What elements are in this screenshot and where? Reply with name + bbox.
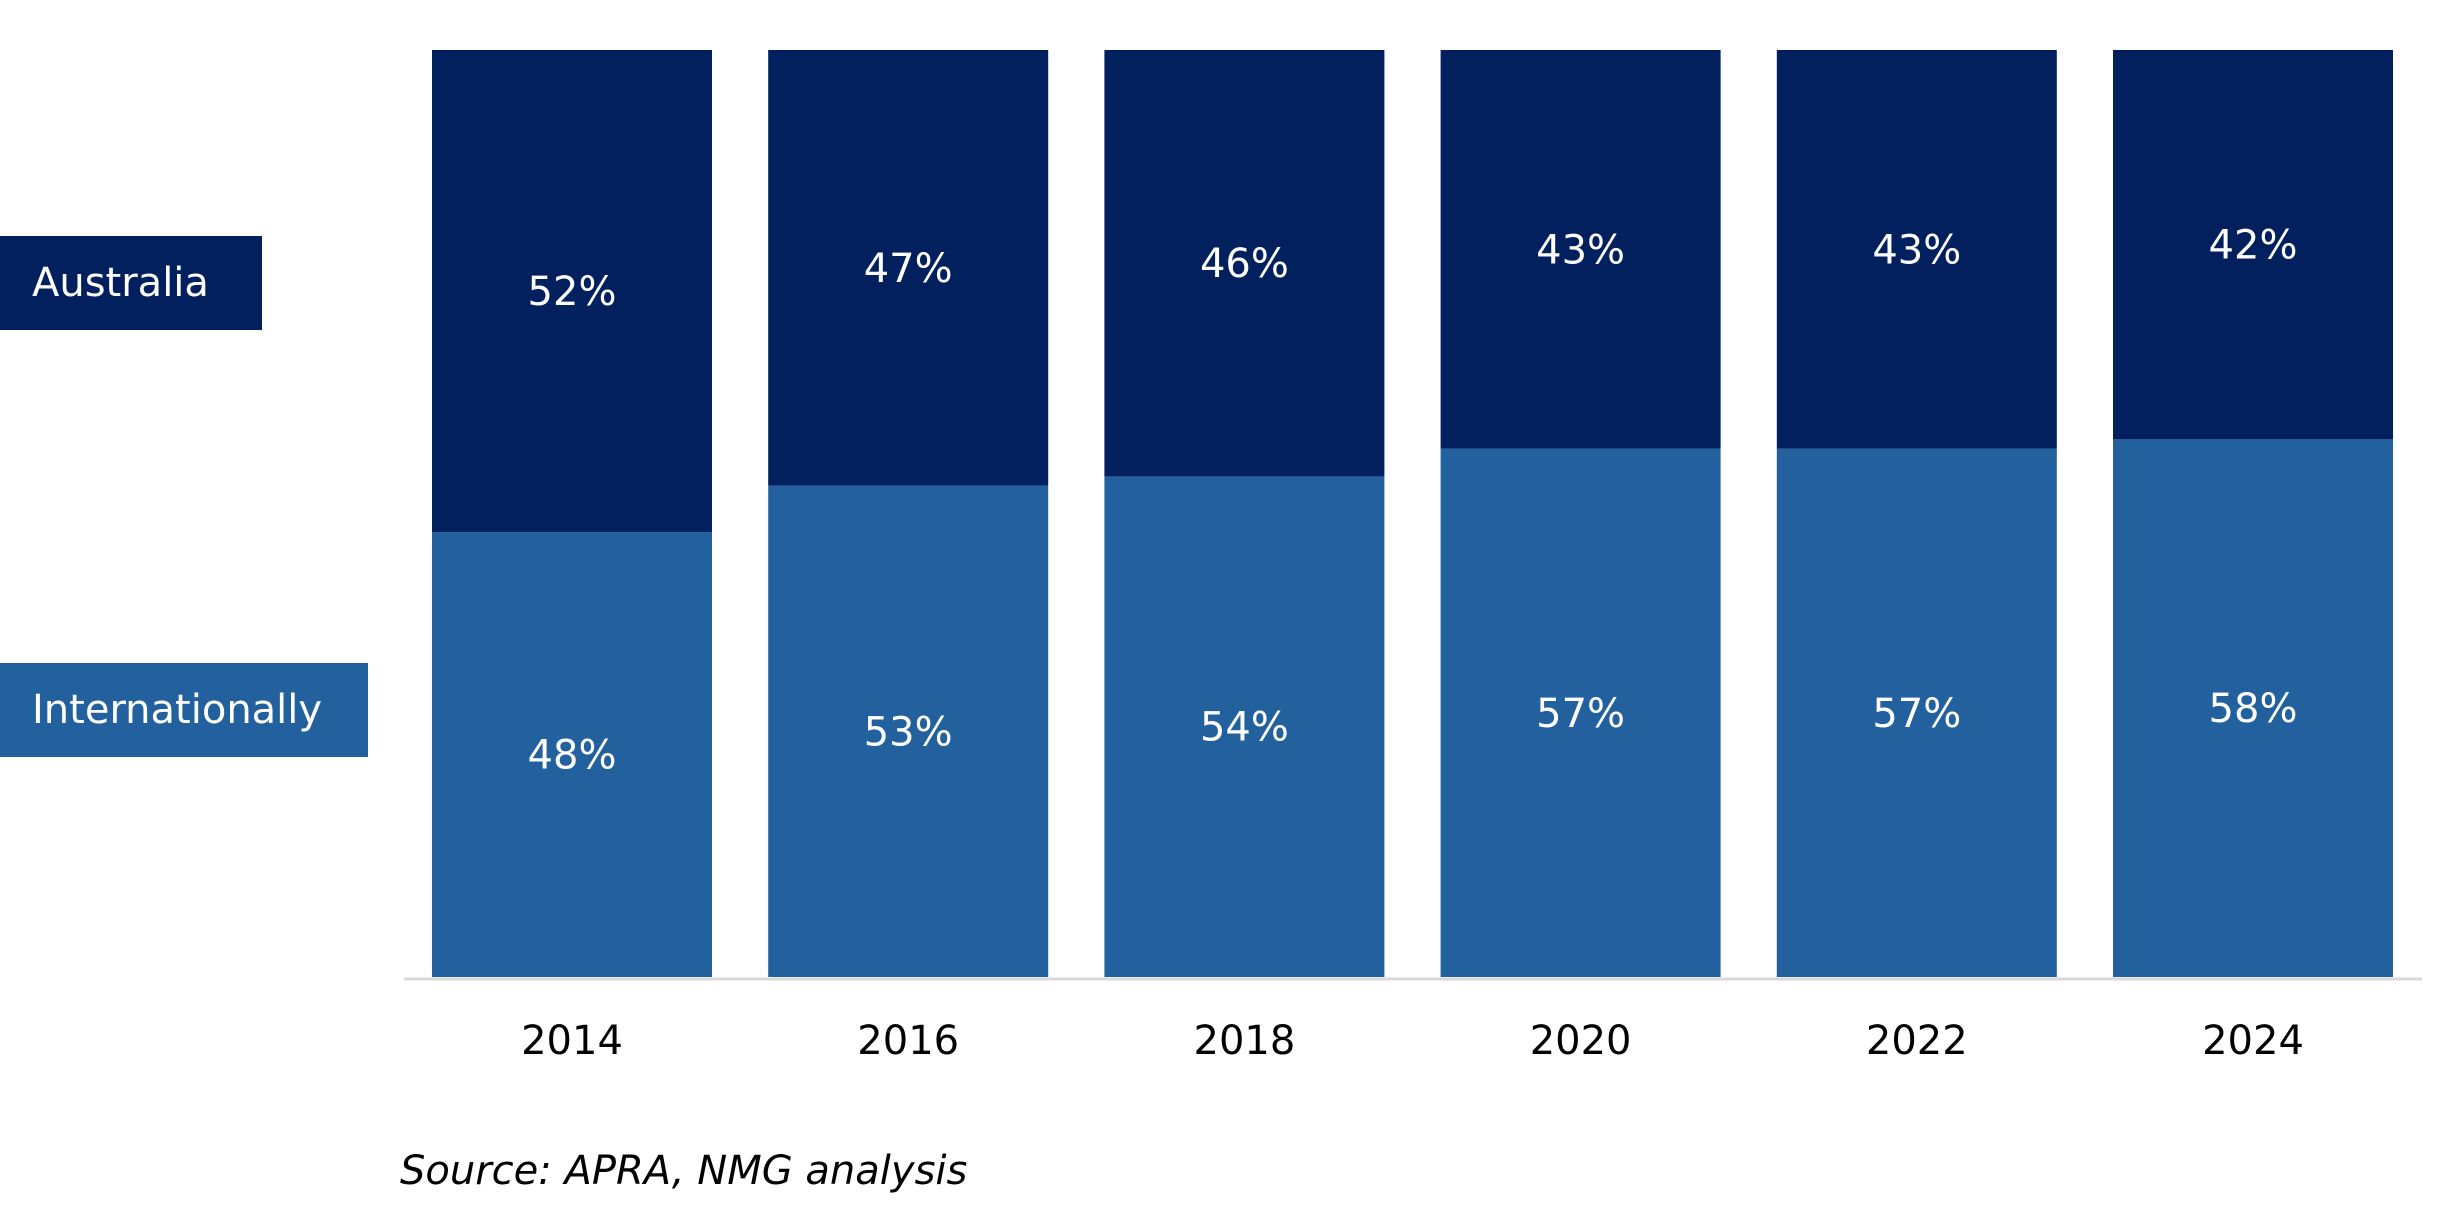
bar-australia-2022 (1776, 50, 2057, 449)
bar-internationally-2024 (2113, 439, 2393, 978)
data-label-internationally-2020: 57% (1536, 691, 1625, 737)
data-label-australia-2016: 47% (864, 246, 953, 292)
legend-australia: Australia (0, 236, 262, 330)
data-label-internationally-2022: 57% (1872, 691, 1961, 737)
bar-internationally-2022 (1776, 448, 2057, 977)
data-label-australia-2020: 43% (1536, 227, 1625, 273)
bar-internationally-2016 (768, 485, 1049, 977)
data-label-australia-2014: 52% (528, 269, 617, 315)
x-tick-label-2020: 2020 (1530, 1018, 1632, 1064)
data-label-internationally-2016: 53% (864, 709, 953, 755)
x-tick-label-2018: 2018 (1194, 1018, 1296, 1064)
source-note: Source: APRA, NMG analysis (400, 1148, 968, 1194)
bar-internationally-2020 (1440, 448, 1721, 977)
data-label-australia-2022: 43% (1872, 227, 1961, 273)
bar-australia-2014 (432, 50, 712, 533)
data-label-internationally-2024: 58% (2209, 686, 2298, 732)
legend-internationally: Internationally (0, 663, 368, 757)
bar-australia-2024 (2113, 50, 2393, 440)
data-label-australia-2024: 42% (2209, 223, 2298, 269)
x-tick-label-2014: 2014 (521, 1018, 623, 1064)
x-tick-label-2022: 2022 (1866, 1018, 1968, 1064)
x-tick-label-2016: 2016 (857, 1018, 959, 1064)
bar-internationally-2014 (432, 532, 712, 977)
data-label-australia-2018: 46% (1200, 241, 1289, 287)
bar-australia-2018 (1104, 50, 1385, 477)
data-label-internationally-2014: 48% (528, 733, 617, 779)
bar-australia-2020 (1440, 50, 1721, 449)
x-tick-label-2024: 2024 (2202, 1018, 2304, 1064)
bar-internationally-2018 (1104, 476, 1385, 977)
data-label-internationally-2018: 54% (1200, 705, 1289, 751)
bar-australia-2016 (768, 50, 1049, 486)
